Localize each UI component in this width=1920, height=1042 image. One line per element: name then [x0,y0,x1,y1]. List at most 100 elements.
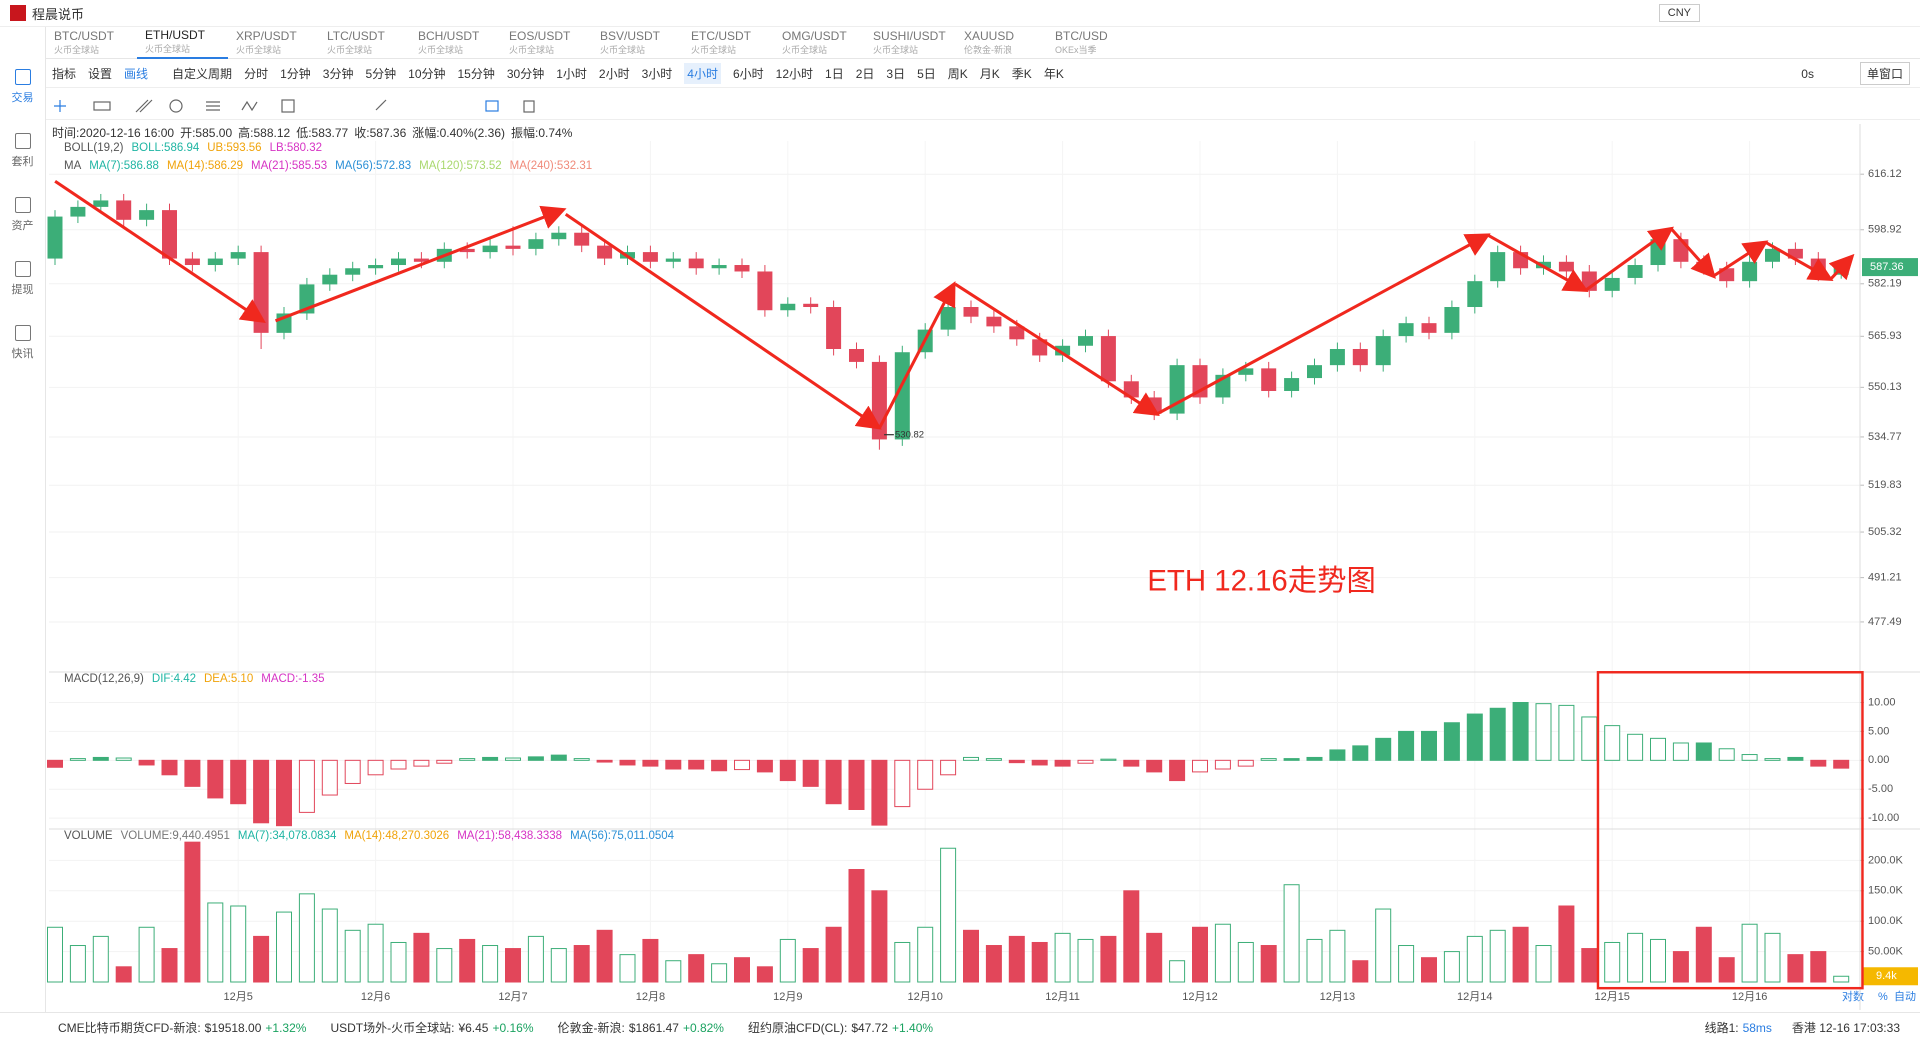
sidebar-label: 快讯 [11,348,34,360]
period[interactable]: 5日 [917,67,936,81]
tab-exchange: 火币全球站 [54,45,100,55]
macd-bar [711,759,728,772]
volume-bar [1695,926,1712,983]
volume-bar [1260,945,1277,983]
ticker-price: $19518.00 [204,1021,262,1035]
volume-bar [711,963,728,983]
tab[interactable]: BTC/USDT 火币全球站 [46,27,137,59]
candle-body [1284,378,1300,391]
candle-body [1009,326,1025,340]
sidebar-icon [14,133,31,149]
candle-body [1742,261,1758,282]
currency-select[interactable]: CNY [1658,4,1700,22]
trend-arrow [1156,233,1491,416]
ohlc-field: 涨幅:0.40%(2.36) [412,126,505,140]
sidebar-item[interactable]: 套利 [0,133,45,169]
trend-arrow [1584,226,1674,292]
candle-body [803,303,819,308]
period[interactable]: 3日 [886,67,906,81]
window-mode[interactable]: 单窗口 [1859,62,1910,85]
axis-mode[interactable]: 自动 [1894,990,1916,1003]
x-tick-label: 12月16 [1732,991,1767,1003]
volume-bar [1512,926,1529,983]
y-tick-label: 582.19 [1868,278,1902,290]
tab[interactable]: BSV/USDT 火币全球站 [592,27,683,59]
ticker-price: ¥6.45 [458,1021,489,1035]
period[interactable]: 2日 [855,67,875,81]
macd-bar [573,758,590,761]
sidebar-item[interactable]: 交易 [0,69,45,105]
macd-bar [1581,716,1598,761]
tab-exchange: 火币全球站 [145,44,191,54]
candle-body [1627,265,1643,278]
period[interactable]: 1日 [825,67,844,81]
tab[interactable]: LTC/USDT 火币全球站 [319,27,410,59]
candle-body [1398,323,1414,337]
period[interactable]: 4小时 [684,63,721,84]
sidebar-item[interactable]: 提现 [0,261,45,297]
tab-pair: XRP/USDT [236,29,297,43]
period[interactable]: 3分钟 [322,67,354,81]
candle-body [1490,252,1506,282]
period[interactable]: 周K [947,67,968,81]
toolbar-item[interactable]: 画线 [124,67,149,81]
tab[interactable]: BCH/USDT 火币全球站 [410,27,501,59]
y-tick-label: 0.00 [1868,754,1889,766]
period[interactable]: 季K [1011,67,1032,81]
tab[interactable]: XAUUSD 伦敦金-新浪 [956,27,1047,59]
macd-bar [1192,759,1208,773]
macd-bar [940,759,957,776]
y-tick-label: 598.92 [1868,224,1902,236]
volume-bar [1787,954,1804,983]
period[interactable]: 15分钟 [457,67,495,81]
axis-mode[interactable]: 对数 [1842,989,1864,1003]
period[interactable]: 30分钟 [506,67,545,81]
period[interactable]: 分时 [244,67,269,81]
volume-bar [390,941,407,983]
toolbar-item[interactable]: 设置 [88,67,113,81]
period[interactable]: 月K [979,67,1000,81]
candle-body [597,245,613,259]
tab-pair: XAUUSD [964,29,1015,43]
sidebar-item[interactable]: 资产 [0,197,45,233]
toolbar-item[interactable]: 指标 [52,67,77,81]
x-tick-label: 12月7 [498,991,527,1003]
axis-mode[interactable]: % [1878,991,1888,1003]
tab-pair: ETC/USDT [691,29,751,43]
y-tick-label: 50.00K [1868,946,1904,958]
tab[interactable]: BTC/USD OKEx当季 [1047,27,1138,59]
tab[interactable]: SUSHI/USDT 火币全球站 [865,27,956,59]
y-tick-label: 100.0K [1868,915,1904,927]
tab[interactable]: ETC/USDT 火币全球站 [683,27,774,59]
drawing-toolbar [46,92,1920,120]
period[interactable]: 1小时 [556,67,587,81]
macd-bar [848,759,865,810]
volume-bar [276,911,292,983]
period[interactable]: 3小时 [641,67,673,81]
volume-bar [69,945,86,983]
trend-arrow [954,282,1160,416]
tab[interactable]: EOS/USDT 火币全球站 [501,27,592,59]
ohlc-field: 开:585.00 [180,126,233,140]
custom-period[interactable]: 自定义周期 [172,67,233,81]
ohlc-info: 时间:2020-12-16 16:00 开:585.00 高:588.12 低:583… [52,124,572,141]
tab[interactable]: XRP/USDT 火币全球站 [228,27,319,59]
logo [10,5,26,21]
period[interactable]: 6小时 [732,67,764,81]
macd-bar [1375,737,1392,761]
volume-bar [321,908,338,983]
tab[interactable]: OMG/USDT 火币全球站 [774,27,865,59]
period[interactable]: 5分钟 [365,67,397,81]
sidebar-item[interactable]: 快讯 [0,325,45,361]
candle-body [368,265,384,269]
tab-exchange: 伦敦金-新浪 [964,45,1012,55]
legend-item: DEA:5.10 [204,673,254,685]
period[interactable]: 1分钟 [280,67,311,81]
period[interactable]: 12小时 [775,67,814,81]
period[interactable]: 2小时 [598,67,630,81]
tab[interactable]: ETH/USDT 火币全球站 [137,27,228,59]
period[interactable]: 10分钟 [408,67,446,81]
ticker-price: $1861.47 [628,1021,679,1035]
period[interactable]: 年K [1043,67,1064,81]
